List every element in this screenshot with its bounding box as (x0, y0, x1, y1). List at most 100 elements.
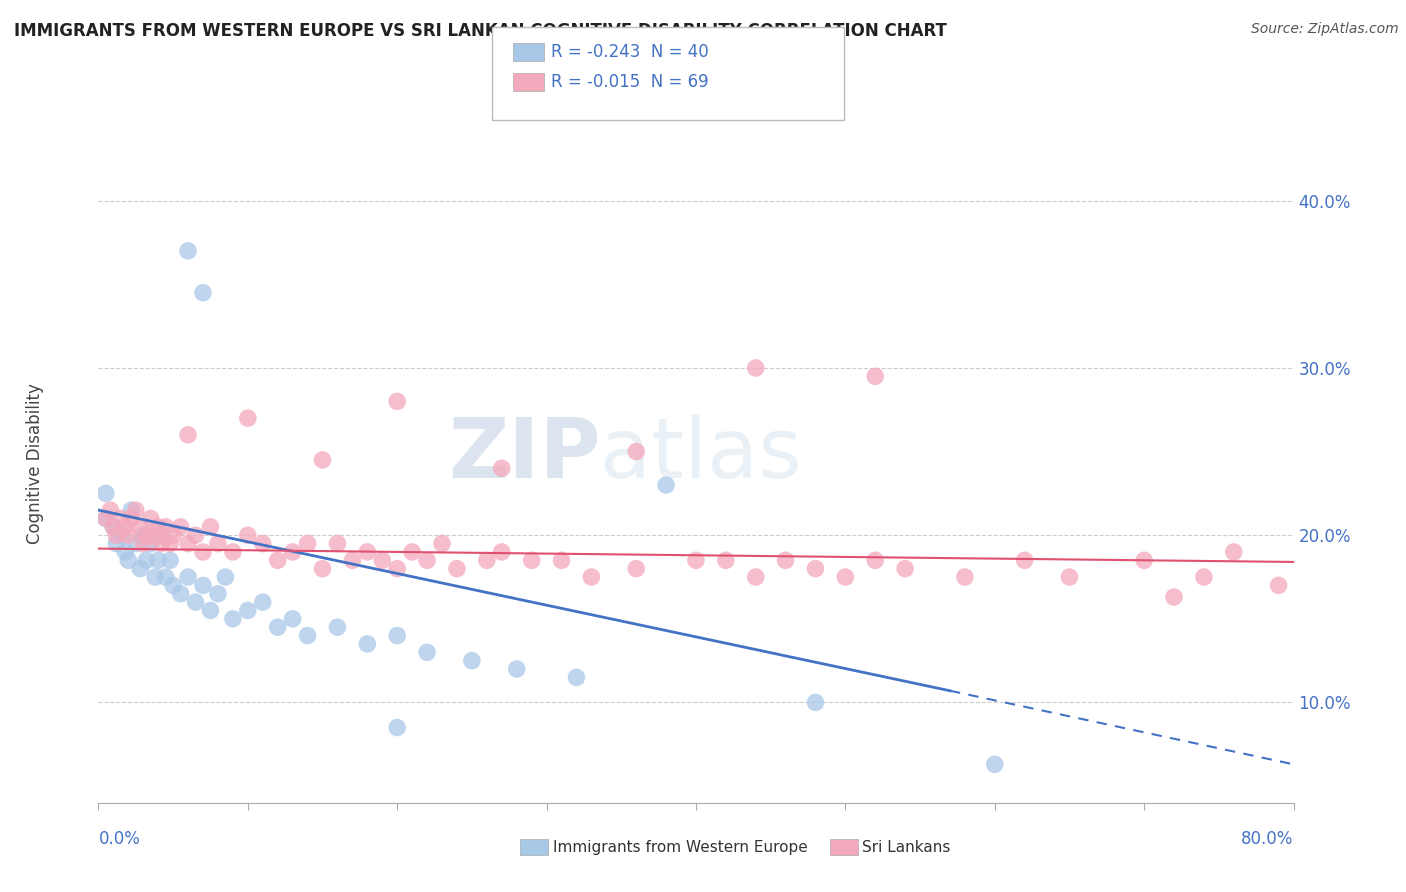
Point (385, 394, 409, 409)
Point (177, 244, 200, 258)
Point (150, 536, 173, 550)
Point (252, 595, 274, 609)
Point (416, 645, 439, 659)
Point (520, 553, 543, 567)
Point (103, 520, 125, 534)
Text: Sri Lankans: Sri Lankans (862, 840, 950, 855)
Point (110, 511, 132, 525)
Point (117, 528, 139, 542)
Point (281, 612, 304, 626)
Point (461, 654, 484, 668)
Point (129, 562, 152, 576)
Point (745, 361, 768, 376)
Point (155, 520, 177, 534)
Point (1192, 570, 1215, 584)
Point (139, 511, 162, 525)
Text: Source: ZipAtlas.com: Source: ZipAtlas.com (1251, 22, 1399, 37)
Text: R = -0.243  N = 40: R = -0.243 N = 40 (551, 43, 709, 61)
Point (207, 587, 229, 601)
Point (114, 545, 136, 559)
Text: ZIP: ZIP (449, 415, 600, 495)
Point (148, 553, 170, 567)
Point (252, 536, 274, 550)
Point (169, 587, 191, 601)
Point (775, 553, 797, 567)
Point (162, 578, 184, 592)
Point (191, 545, 214, 559)
Text: Immigrants from Western Europe: Immigrants from Western Europe (553, 840, 807, 855)
Point (655, 478, 678, 492)
Point (150, 528, 173, 542)
Point (834, 570, 856, 584)
Point (94, 511, 117, 525)
Point (191, 285, 214, 300)
Point (94, 511, 117, 525)
Point (356, 637, 378, 651)
Point (865, 369, 887, 384)
Point (177, 536, 200, 550)
Point (371, 553, 394, 567)
Text: R = -0.015  N = 69: R = -0.015 N = 69 (551, 73, 709, 91)
Point (565, 670, 588, 684)
Point (385, 628, 409, 642)
Point (267, 553, 290, 567)
Point (297, 628, 319, 642)
Point (94, 486, 117, 500)
Point (624, 444, 647, 458)
Point (894, 562, 917, 576)
Point (98, 503, 122, 517)
Point (401, 545, 423, 559)
Point (129, 520, 152, 534)
Point (281, 545, 304, 559)
Point (159, 536, 181, 550)
Point (105, 536, 128, 550)
Point (120, 503, 142, 517)
Point (385, 562, 409, 576)
Point (1059, 570, 1081, 584)
Point (416, 553, 439, 567)
Point (804, 696, 827, 710)
Point (214, 570, 236, 584)
Text: IMMIGRANTS FROM WESTERN EUROPE VS SRI LANKAN COGNITIVE DISABILITY CORRELATION CH: IMMIGRANTS FROM WESTERN EUROPE VS SRI LA… (14, 22, 946, 40)
Point (1014, 553, 1036, 567)
Point (139, 536, 162, 550)
Point (191, 578, 214, 592)
Point (1223, 545, 1246, 559)
Point (624, 562, 647, 576)
Point (177, 428, 200, 442)
Point (207, 536, 229, 550)
Point (745, 570, 768, 584)
Point (475, 553, 498, 567)
Point (135, 553, 157, 567)
Point (135, 528, 157, 542)
Point (159, 553, 181, 567)
Point (125, 503, 148, 517)
Point (110, 528, 132, 542)
Point (184, 595, 207, 609)
Point (804, 562, 827, 576)
Point (236, 528, 259, 542)
Point (236, 603, 259, 617)
Point (581, 570, 603, 584)
Point (550, 553, 572, 567)
Point (953, 570, 976, 584)
Point (132, 528, 155, 542)
Point (143, 570, 166, 584)
Point (155, 570, 177, 584)
Point (143, 528, 166, 542)
Point (169, 520, 191, 534)
Point (105, 528, 128, 542)
Point (685, 553, 707, 567)
Point (222, 612, 245, 626)
Point (114, 520, 136, 534)
Text: Cognitive Disability: Cognitive Disability (27, 384, 44, 544)
Point (200, 603, 222, 617)
Point (184, 528, 207, 542)
Point (1133, 553, 1156, 567)
Point (1163, 590, 1185, 604)
Point (446, 562, 468, 576)
Point (342, 553, 364, 567)
Text: 0.0%: 0.0% (98, 830, 141, 847)
Point (117, 553, 139, 567)
Point (506, 662, 529, 676)
